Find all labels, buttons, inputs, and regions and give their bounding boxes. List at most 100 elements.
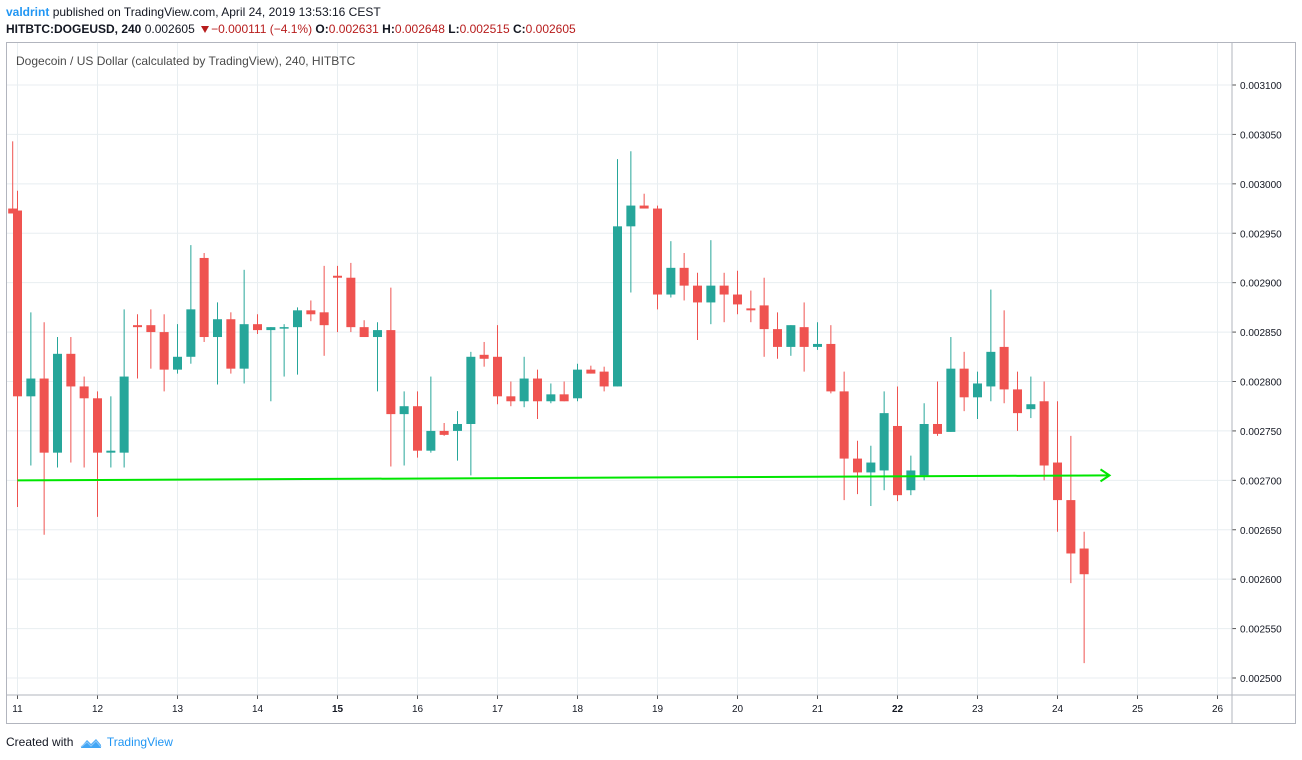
- candle-body[interactable]: [306, 310, 316, 315]
- candle-body[interactable]: [519, 378, 529, 402]
- chart-title: Dogecoin / US Dollar (calculated by Trad…: [16, 54, 356, 68]
- candlestick-chart[interactable]: 0.003100 0.003050 0.003000 0.002950 0.002900…: [0, 0, 1302, 730]
- candle-body[interactable]: [679, 267, 689, 286]
- candle-body[interactable]: [839, 391, 849, 459]
- candle-body[interactable]: [266, 327, 276, 331]
- candle-body[interactable]: [919, 423, 929, 476]
- candle-body[interactable]: [706, 285, 716, 303]
- candle-body[interactable]: [826, 343, 836, 392]
- candle-body[interactable]: [719, 285, 729, 295]
- candle-body[interactable]: [466, 356, 476, 424]
- candle-body[interactable]: [133, 325, 142, 328]
- candle-body[interactable]: [226, 319, 236, 369]
- candle-body[interactable]: [426, 430, 436, 451]
- x-tick-label: 18: [572, 704, 584, 715]
- candle-body[interactable]: [359, 327, 369, 338]
- candle-body[interactable]: [666, 267, 676, 295]
- candle-body[interactable]: [293, 310, 302, 328]
- candle-body[interactable]: [173, 356, 182, 370]
- candle-body[interactable]: [186, 309, 196, 357]
- candle-body[interactable]: [773, 329, 782, 347]
- candle-body[interactable]: [866, 462, 876, 473]
- candle-body[interactable]: [906, 470, 916, 491]
- candle-body[interactable]: [853, 458, 862, 473]
- candle-body[interactable]: [559, 394, 569, 402]
- candle-body[interactable]: [1053, 462, 1062, 501]
- y-tick-label: 0.003000: [1240, 180, 1282, 191]
- candle-body[interactable]: [239, 324, 249, 369]
- candle-body[interactable]: [413, 406, 422, 451]
- candle-body[interactable]: [39, 378, 49, 453]
- candle-body[interactable]: [13, 210, 22, 397]
- candle-body[interactable]: [546, 394, 556, 402]
- x-tick-label: 25: [1132, 704, 1144, 715]
- chart-frame[interactable]: [6, 42, 1296, 724]
- candle-body[interactable]: [973, 383, 982, 398]
- tradingview-logo-icon: [80, 738, 102, 748]
- candle-body[interactable]: [106, 450, 116, 453]
- candle-body[interactable]: [1013, 389, 1022, 414]
- candle-body[interactable]: [399, 406, 409, 415]
- candle-body[interactable]: [386, 330, 396, 415]
- candle-body[interactable]: [453, 423, 462, 431]
- candle-body[interactable]: [66, 353, 76, 387]
- candle-body[interactable]: [333, 275, 342, 278]
- candle-body[interactable]: [933, 423, 942, 434]
- candle-body[interactable]: [693, 285, 702, 303]
- candle-body[interactable]: [53, 353, 62, 453]
- candle-body[interactable]: [733, 294, 742, 305]
- candle-body[interactable]: [506, 396, 516, 402]
- candle-body[interactable]: [986, 351, 996, 387]
- close-value: 0.002605: [525, 22, 576, 36]
- candle-body[interactable]: [599, 371, 609, 387]
- candle-body[interactable]: [346, 277, 356, 328]
- candle-body[interactable]: [319, 312, 329, 326]
- candle-body[interactable]: [759, 305, 769, 330]
- candle-body[interactable]: [159, 332, 169, 370]
- candle-body[interactable]: [893, 425, 902, 496]
- candle-body[interactable]: [879, 413, 889, 471]
- candle-body[interactable]: [493, 356, 502, 397]
- candle-body[interactable]: [746, 308, 756, 311]
- candle-body[interactable]: [279, 327, 289, 329]
- candle-body[interactable]: [533, 378, 542, 402]
- candle-body[interactable]: [79, 386, 89, 399]
- candle-body[interactable]: [639, 205, 649, 209]
- y-tick-label: 0.003050: [1240, 130, 1282, 141]
- y-tick-label: 0.002500: [1240, 674, 1282, 685]
- candle-body[interactable]: [1026, 404, 1036, 410]
- candle-body[interactable]: [999, 346, 1009, 390]
- candle-body[interactable]: [959, 368, 969, 398]
- x-tick-label: 26: [1212, 704, 1224, 715]
- x-tick-label: 21: [812, 704, 824, 715]
- partial-candle-body[interactable]: [8, 208, 18, 214]
- author-link[interactable]: valdrint: [6, 5, 50, 19]
- candle-body[interactable]: [93, 398, 102, 453]
- candle-body[interactable]: [479, 354, 489, 359]
- candle-body[interactable]: [573, 369, 582, 399]
- candle-body[interactable]: [799, 327, 809, 347]
- candle-body[interactable]: [946, 368, 956, 432]
- candle-body[interactable]: [253, 324, 262, 331]
- support-line[interactable]: [17, 474, 1110, 482]
- tradingview-brand[interactable]: TradingView: [106, 735, 173, 749]
- candle-body[interactable]: [786, 325, 796, 347]
- candle-body[interactable]: [373, 330, 382, 338]
- open-label: O:: [315, 22, 329, 36]
- candle-body[interactable]: [1079, 548, 1089, 575]
- candle-body[interactable]: [586, 369, 596, 374]
- candle-body[interactable]: [1039, 401, 1049, 466]
- publish-info: valdrint published on TradingView.com, A…: [6, 5, 381, 19]
- candle-body[interactable]: [813, 343, 822, 347]
- candle-body[interactable]: [146, 325, 156, 333]
- candle-body[interactable]: [626, 205, 636, 227]
- candle-body[interactable]: [613, 226, 622, 387]
- candle-body[interactable]: [1066, 500, 1076, 554]
- candle-body[interactable]: [199, 257, 209, 338]
- candle-body[interactable]: [439, 430, 449, 435]
- candle-body[interactable]: [119, 376, 129, 453]
- candle-body[interactable]: [653, 208, 662, 295]
- x-tick-label: 12: [92, 704, 104, 715]
- candle-body[interactable]: [26, 378, 36, 397]
- candle-body[interactable]: [213, 319, 222, 338]
